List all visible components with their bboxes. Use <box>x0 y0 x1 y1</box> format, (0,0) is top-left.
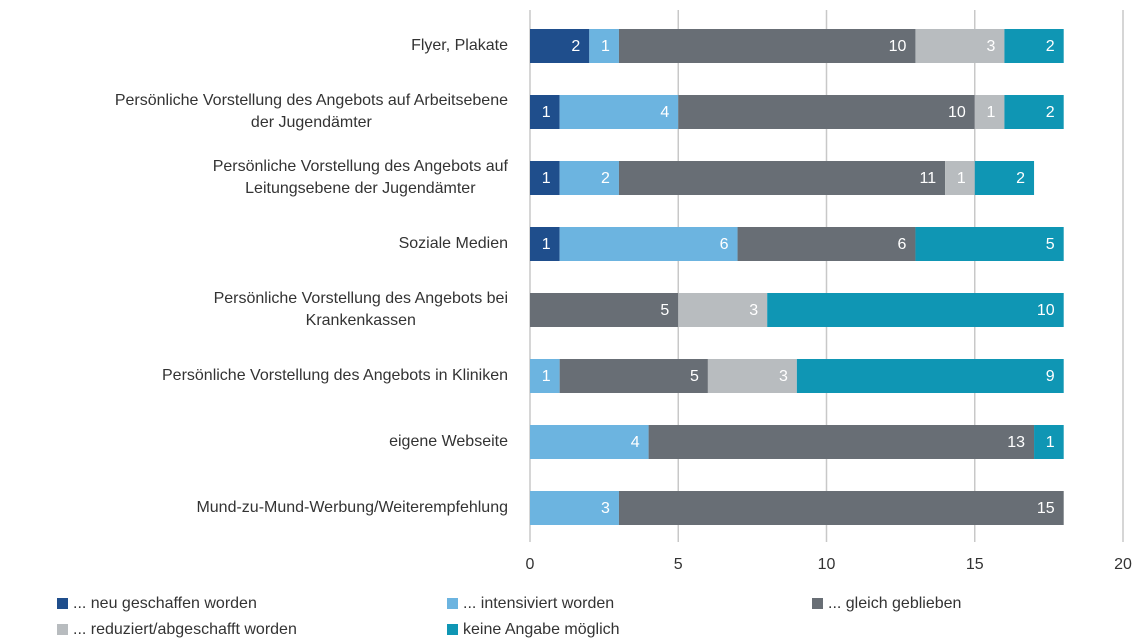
value-label: 13 <box>1007 434 1025 451</box>
value-label: 10 <box>889 38 907 55</box>
value-label: 4 <box>631 434 640 451</box>
category-label: Mund-zu-Mund-Werbung/Weiterempfehlung <box>196 499 508 516</box>
value-label: 1 <box>601 38 610 55</box>
bar-segment <box>707 359 797 393</box>
bar-segment <box>618 491 1064 525</box>
value-label: 3 <box>779 368 788 385</box>
bar-segment <box>945 161 975 195</box>
bar-segment <box>737 227 916 261</box>
value-label: 5 <box>1046 236 1055 253</box>
value-label: 10 <box>1037 302 1055 319</box>
bar-segment <box>678 95 975 129</box>
category-label: Persönliche Vorstellung des Angebots in … <box>162 367 508 384</box>
bar-segment <box>915 227 1064 261</box>
bar-segment <box>530 29 590 63</box>
bar-segment <box>678 293 768 327</box>
value-label: 2 <box>1046 104 1055 121</box>
bar-segment <box>974 161 1035 195</box>
bar-segment <box>648 425 1035 459</box>
x-tick-label: 15 <box>966 556 984 573</box>
legend-swatch <box>447 624 458 635</box>
legend-swatch <box>57 624 68 635</box>
bar-segment <box>530 425 649 459</box>
category-label: Persönliche Vorstellung des Angebots bei… <box>213 290 508 329</box>
bar-segment <box>530 95 560 129</box>
bar-segment <box>530 491 619 525</box>
category-label: Persönliche Vorstellung des Angebots auf… <box>114 92 508 131</box>
category-label: Flyer, Plakate <box>411 37 508 54</box>
value-label: 6 <box>898 236 907 253</box>
legend-swatch <box>447 598 458 609</box>
bar-segment <box>618 29 916 63</box>
value-label: 1 <box>986 104 995 121</box>
value-label: 4 <box>660 104 669 121</box>
value-label: 5 <box>690 368 699 385</box>
bar-segment <box>915 29 1005 63</box>
legend-swatch <box>812 598 823 609</box>
value-label: 6 <box>720 236 729 253</box>
x-tick-label: 0 <box>526 556 535 573</box>
value-label: 3 <box>601 500 610 517</box>
bar-segment <box>589 29 619 63</box>
value-label: 3 <box>986 38 995 55</box>
x-tick-label: 20 <box>1114 556 1132 573</box>
category-label: Persönliche Vorstellung des Angebots auf… <box>212 158 508 197</box>
legend-label: ... reduziert/abgeschafft worden <box>73 621 297 638</box>
bar-segment <box>559 161 619 195</box>
bar-segment <box>1004 29 1064 63</box>
bar-segment <box>1004 95 1064 129</box>
x-tick-label: 5 <box>674 556 683 573</box>
category-label: eigene Webseite <box>389 433 508 450</box>
value-label: 9 <box>1046 368 1055 385</box>
bar-segment <box>974 95 1005 129</box>
value-label: 1 <box>542 368 551 385</box>
legend-swatch <box>57 598 68 609</box>
value-label: 1 <box>1046 434 1055 451</box>
value-label: 3 <box>749 302 758 319</box>
bar-segment <box>618 161 946 195</box>
bar-segment <box>530 227 560 261</box>
value-label: 5 <box>660 302 669 319</box>
bar-segment <box>1034 425 1064 459</box>
value-label: 2 <box>571 38 580 55</box>
category-label: Soziale Medien <box>398 235 508 252</box>
value-label: 11 <box>919 170 936 187</box>
value-label: 1 <box>542 236 551 253</box>
bar-segment <box>767 293 1064 327</box>
value-label: 1 <box>542 104 551 121</box>
legend-label: keine Angabe möglich <box>463 621 620 638</box>
legend-label: ... neu geschaffen worden <box>73 595 257 612</box>
value-label: 2 <box>1016 170 1025 187</box>
value-label: 2 <box>1046 38 1055 55</box>
value-label: 10 <box>948 104 966 121</box>
x-tick-label: 10 <box>818 556 836 573</box>
bar-segment <box>559 95 679 129</box>
bar-segment <box>530 293 679 327</box>
value-label: 2 <box>601 170 610 187</box>
value-label: 15 <box>1037 500 1055 517</box>
legend-label: ... gleich geblieben <box>828 595 961 612</box>
bar-segment <box>559 227 738 261</box>
bar-segment <box>796 359 1064 393</box>
value-label: 1 <box>957 170 966 187</box>
value-label: 1 <box>542 170 551 187</box>
bar-segment <box>530 161 560 195</box>
bar-segment <box>559 359 708 393</box>
legend-label: ... intensiviert worden <box>463 595 614 612</box>
bar-segment <box>530 359 560 393</box>
